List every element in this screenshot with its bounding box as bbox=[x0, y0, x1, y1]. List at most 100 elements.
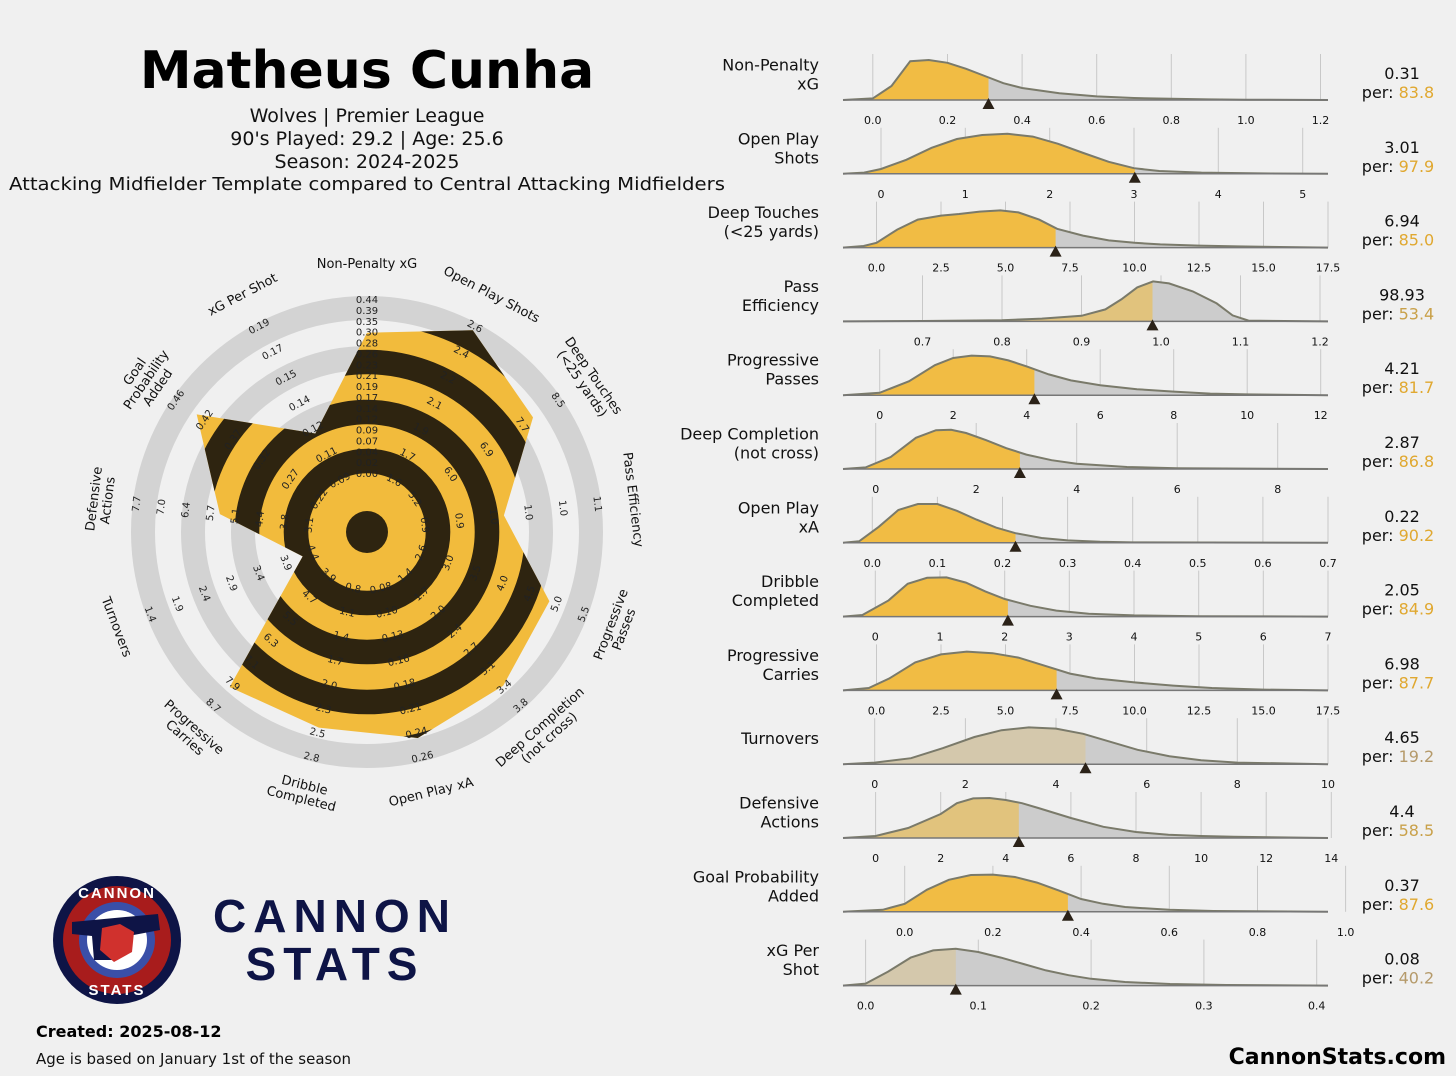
radar-tick-label: 2.9 bbox=[223, 574, 239, 593]
dist-tick-label: 12.5 bbox=[1187, 704, 1212, 717]
dist-tick-label: 14 bbox=[1324, 852, 1338, 865]
radar-dark-ring bbox=[283, 448, 451, 616]
metric-value: 2.87 bbox=[1384, 433, 1420, 452]
percentile-value: 86.8 bbox=[1399, 452, 1435, 471]
radar-tick-label: 0.21 bbox=[356, 371, 378, 382]
website-url: CannonStats.com bbox=[1229, 1045, 1446, 1070]
percentile-prefix: per: bbox=[1362, 157, 1399, 176]
dist-density-curve bbox=[842, 947, 1329, 987]
radar-axis-label-line: Non-Penalty xG bbox=[317, 257, 418, 272]
age-note: Age is based on January 1st of the seaso… bbox=[36, 1050, 351, 1068]
player-value-marker bbox=[1061, 909, 1074, 921]
dist-metric-label: Added bbox=[768, 886, 819, 905]
radar-tick-label: 0.9 bbox=[418, 517, 431, 534]
dist-tick-label: 0.6 bbox=[1088, 114, 1106, 127]
radar-outer-grey-ring bbox=[131, 296, 603, 768]
dist-tick-label: 0 bbox=[876, 409, 883, 422]
dist-metric-label: Efficiency bbox=[742, 296, 819, 315]
dist-tick-label: 0.0 bbox=[864, 557, 882, 570]
dist-tick-label: 10.0 bbox=[1122, 262, 1147, 275]
percentile-value: 87.6 bbox=[1399, 895, 1435, 914]
dist-tick-label: 0.6 bbox=[1161, 926, 1179, 939]
dist-tick-label: 10.0 bbox=[1122, 704, 1147, 717]
dist-tick-label: 0 bbox=[871, 778, 878, 791]
percentile-prefix: per: bbox=[1362, 304, 1399, 323]
radar-tick-label: 0.39 bbox=[356, 306, 378, 317]
player-value-marker bbox=[1013, 467, 1026, 478]
radar-tick-label: 0.28 bbox=[356, 339, 378, 350]
radar-tick-label: 6.4 bbox=[180, 502, 193, 519]
dist-tick-label: 1.0 bbox=[1337, 926, 1355, 939]
percentile-prefix: per: bbox=[1362, 231, 1399, 250]
radar-tick-label: 0.12 bbox=[356, 415, 378, 426]
dist-tick-label: 4 bbox=[1215, 188, 1222, 201]
dist-tick-label: 4 bbox=[1131, 631, 1138, 644]
club-league: Wolves | Premier League bbox=[250, 105, 485, 127]
dist-metric-label: xG Per bbox=[767, 941, 820, 960]
percentile-prefix: per: bbox=[1362, 821, 1399, 840]
dist-tick-label: 6 bbox=[1067, 852, 1074, 865]
radar-tick-label: 0.30 bbox=[356, 328, 378, 339]
radar-axis-label-line: Open Play xA bbox=[387, 775, 475, 810]
radar-tick-label: 1.7 bbox=[326, 654, 344, 668]
metric-value: 0.22 bbox=[1384, 507, 1420, 526]
dist-density-curve bbox=[842, 354, 1329, 397]
radar-tick-label: 1.0 bbox=[487, 508, 500, 525]
dist-tick-label: 5 bbox=[1299, 188, 1306, 201]
player-value-marker bbox=[1028, 393, 1041, 405]
dist-tick-label: 0.0 bbox=[868, 704, 886, 717]
dist-metric-label: Open Play bbox=[738, 498, 819, 517]
dist-tick-label: 0.3 bbox=[1195, 1000, 1213, 1013]
radar-tick-label: 1.9 bbox=[169, 595, 185, 614]
distribution-charts: 0.0 0.2 0.4 0.6 0.8 1.0 1.2Non-PenaltyxG0.31pe… bbox=[680, 54, 1434, 1013]
dist-tick-label: 0.1 bbox=[970, 1000, 988, 1013]
metric-value: 0.37 bbox=[1384, 876, 1420, 895]
radar-tick-label: 0.44 bbox=[356, 295, 378, 306]
radar-axis-label: xG Per Shot bbox=[205, 271, 280, 320]
dist-density-curve bbox=[842, 209, 1329, 249]
percentile-prefix: per: bbox=[1362, 895, 1399, 914]
dist-row-2: 0.0 2.5 5.0 7.5 10.0 12.5 15.0 17.5 Deep Touches… bbox=[708, 201, 1434, 275]
radar-center-disc bbox=[346, 511, 388, 553]
dist-density-curve bbox=[842, 503, 1329, 544]
player-value-marker bbox=[949, 983, 962, 995]
template-description: Attacking Midfielder Template compared t… bbox=[9, 174, 725, 195]
dist-player-area bbox=[843, 727, 1086, 765]
metric-value: 4.65 bbox=[1384, 728, 1420, 747]
dist-player-area bbox=[843, 281, 1153, 322]
dist-tick-label: 1 bbox=[937, 631, 944, 644]
dist-metric-label: Deep Touches bbox=[708, 203, 819, 222]
played-age: 90's Played: 29.2 | Age: 25.6 bbox=[230, 128, 503, 150]
dist-density-curve bbox=[842, 796, 1329, 839]
radar-tick-label: 4.5 bbox=[522, 584, 538, 603]
metric-percentile: per: 58.5 bbox=[1362, 821, 1434, 840]
dist-tick-label: 10 bbox=[1240, 409, 1254, 422]
metric-percentile: per: 90.2 bbox=[1362, 526, 1434, 545]
radar-tick-label: 1.0 bbox=[521, 504, 534, 521]
percentile-prefix: per: bbox=[1362, 378, 1399, 397]
dist-tick-label: 5.0 bbox=[997, 262, 1015, 275]
dist-tick-label: 4 bbox=[1002, 852, 1009, 865]
dist-tick-label: 0 bbox=[872, 631, 879, 644]
percentile-value: 81.7 bbox=[1399, 378, 1435, 397]
dist-tick-label: 2 bbox=[1001, 631, 1008, 644]
dist-tick-label: 10 bbox=[1321, 778, 1335, 791]
metric-value: 4.4 bbox=[1389, 802, 1414, 821]
dist-metric-label: Defensive bbox=[739, 794, 819, 813]
radar-tick-label: 0.16 bbox=[387, 653, 411, 669]
radar-tick-label: 1.0 bbox=[556, 500, 569, 517]
dist-tick-label: 7.5 bbox=[1061, 704, 1079, 717]
radar-tick-label: 3.8 bbox=[279, 514, 292, 531]
dist-density-curve bbox=[842, 428, 1329, 470]
radar-axis-label: Non-Penalty xG bbox=[317, 257, 418, 272]
radar-tick-label: 3.1 bbox=[303, 517, 316, 534]
badge-top-text: CANNON bbox=[78, 885, 156, 902]
dist-player-area bbox=[843, 133, 1135, 174]
